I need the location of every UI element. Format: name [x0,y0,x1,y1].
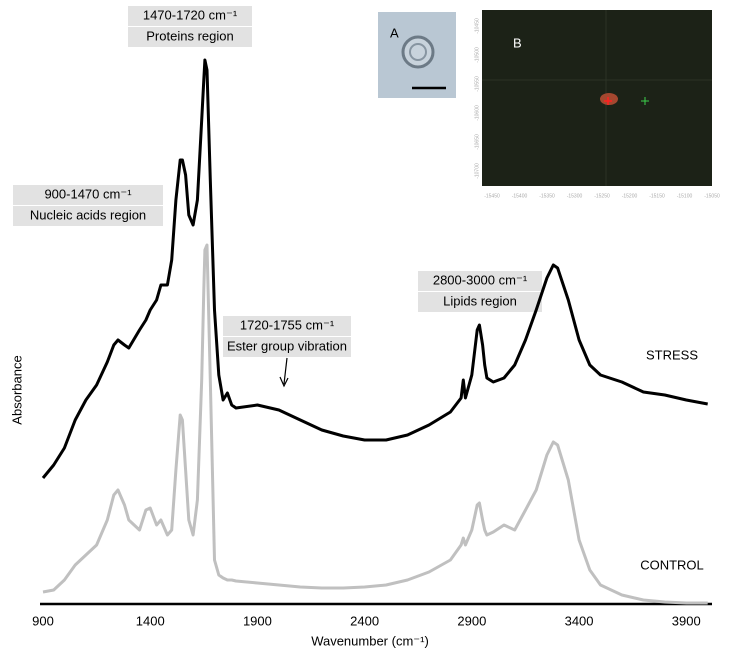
cell-nucleus [409,43,427,61]
annotation-text: 900-1470 cm⁻¹ [44,186,132,201]
inset-a-label: A [390,25,399,40]
inset-b-x-tick: -15150 [649,193,665,199]
annotation-text: 1470-1720 cm⁻¹ [143,7,238,22]
series-line [42,243,708,605]
annotation-box [13,185,163,205]
annotation-box [223,337,351,357]
annotation-text: 1720-1755 cm⁻¹ [240,317,335,332]
arrow-head [279,376,289,388]
annotation-text: Proteins region [146,28,233,43]
arrow [283,357,288,385]
annotation-text: Nucleic acids region [30,207,146,222]
annotation-text: 2800-3000 cm⁻¹ [433,272,528,287]
inset-b-x-tick: -15250 [594,193,610,199]
annotation-box [223,316,351,336]
x-tick-label: 1900 [243,613,272,628]
annotation-box [13,206,163,226]
inset-b-x-tick: -15200 [622,193,638,199]
x-tick-label: 2400 [350,613,379,628]
x-tick-label: 3400 [565,613,594,628]
inset-b-x-tick: -15050 [704,193,720,199]
inset-b-x-tick: -15350 [539,193,555,199]
inset-b-marker [641,97,649,105]
x-tick-label: 2900 [457,613,486,628]
x-axis-label: Wavenumber (cm⁻¹) [311,633,429,648]
annotation-box [418,271,542,291]
inset-b-label: B [513,35,522,50]
annotation-box [128,27,252,47]
inset-b-y-tick: -10500 [474,47,480,63]
inset-b-y-tick: -10600 [474,105,480,121]
inset-b-y-tick: -10550 [474,76,480,92]
cell [401,35,435,69]
inset-b-x-tick: -15400 [512,193,528,199]
series-label: CONTROL [640,557,704,572]
annotation-text: Ester group vibration [227,338,347,353]
annotation-text: Lipids region [443,293,517,308]
inset-b-image [482,10,712,186]
series-line [41,58,708,479]
x-tick-label: 3900 [672,613,701,628]
series-label: STRESS [646,347,698,362]
annotation-box [418,292,542,312]
x-tick-label: 1400 [136,613,165,628]
inset-b-x-tick: -15100 [677,193,693,199]
x-tick-label: 900 [32,613,54,628]
inset-b-x-tick: -15450 [484,193,500,199]
annotation-box [128,6,252,26]
inset-b-y-tick: -10450 [474,18,480,34]
y-axis-label: Absorbance [9,355,24,424]
inset-b-y-tick: -10700 [474,163,480,179]
inset-b-spot [600,93,618,105]
inset-b-marker [604,97,612,105]
inset-b-x-tick: -15300 [567,193,583,199]
inset-b-y-tick: -10650 [474,134,480,150]
